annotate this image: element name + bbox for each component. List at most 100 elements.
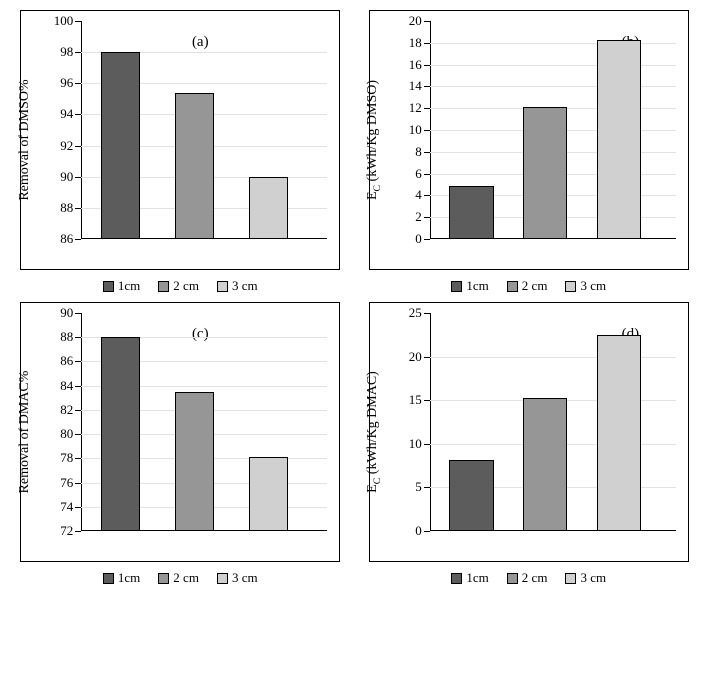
plot-area-d: (d) 0510152025 [430,313,676,531]
y-tick-label: 5 [415,479,422,495]
legend-item-3cm: 3 cm [565,570,606,586]
y-tick-label: 88 [60,329,73,345]
y-tick-label: 2 [415,209,422,225]
swatch-3cm [217,281,228,292]
legend-d: 1cm 2 cm 3 cm [451,570,606,586]
y-axis-d [430,313,431,531]
y-tick-label: 8 [415,144,422,160]
y-tick-label: 10 [409,436,422,452]
plot-area-a: (a) 86889092949698100 [81,21,327,239]
legend-item-3cm: 3 cm [217,278,258,294]
swatch-3cm [217,573,228,584]
legend-item-2cm: 2 cm [158,278,199,294]
y-tick-label: 80 [60,426,73,442]
y-tick [75,239,81,240]
y-tick-label: 90 [60,169,73,185]
bar-2cm [175,392,214,531]
y-axis-label-d: EC (kWh/Kg DMAC) [365,310,383,432]
legend-item-2cm: 2 cm [158,570,199,586]
y-tick [75,337,81,338]
legend-text: 1cm [466,570,488,586]
swatch-1cm [103,573,114,584]
legend-b: 1cm 2 cm 3 cm [451,278,606,294]
y-tick [424,86,430,87]
y-tick-label: 18 [409,35,422,51]
legend-text: 1cm [118,570,140,586]
y-axis-label-b: EC (kWh/Kg DMSO) [365,20,383,140]
legend-item-1cm: 1cm [103,570,140,586]
y-tick-label: 98 [60,44,73,60]
bar-3cm [249,457,288,531]
y-tick-label: 88 [60,200,73,216]
legend-text: 1cm [118,278,140,294]
bar-1cm [449,460,493,531]
figure-grid: Removal of DMSO% (a) 86889092949698100 1… [10,10,699,586]
y-tick [75,114,81,115]
legend-text: 1cm [466,278,488,294]
panel-d: EC (kWh/Kg DMAC) (d) 0510152025 1cm 2 cm… [359,302,700,586]
panel-label-a: (a) [192,34,209,51]
y-tick-label: 90 [60,305,73,321]
legend-item-3cm: 3 cm [565,278,606,294]
y-tick-label: 0 [415,523,422,539]
y-tick-label: 76 [60,475,73,491]
bar-3cm [597,40,641,239]
legend-item-3cm: 3 cm [217,570,258,586]
y-tick-label: 6 [415,166,422,182]
y-tick [75,83,81,84]
bar-2cm [523,107,567,239]
y-tick [75,21,81,22]
y-tick-label: 78 [60,450,73,466]
y-tick [424,444,430,445]
y-tick [75,52,81,53]
y-tick [424,239,430,240]
y-tick [75,146,81,147]
bar-3cm [249,177,288,239]
bar-3cm [597,335,641,531]
y-tick [75,177,81,178]
y-tick [424,531,430,532]
y-tick [424,65,430,66]
y-tick [75,507,81,508]
y-axis-label-a: Removal of DMSO% [17,19,33,140]
y-tick-label: 25 [409,305,422,321]
chart-d-box: EC (kWh/Kg DMAC) (d) 0510152025 [369,302,689,562]
swatch-1cm [451,281,462,292]
y-tick-label: 92 [60,138,73,154]
panel-c: Removal of DMAC% (c) 7274767880828486889… [10,302,351,586]
y-tick [424,21,430,22]
legend-text: 2 cm [173,570,199,586]
y-tick-label: 84 [60,378,73,394]
y-tick [75,410,81,411]
y-tick [75,361,81,362]
swatch-2cm [158,573,169,584]
panel-b: EC (kWh/Kg DMSO) (b) 02468101214161820 1… [359,10,700,294]
swatch-3cm [565,281,576,292]
chart-c-box: Removal of DMAC% (c) 7274767880828486889… [20,302,340,562]
y-tick-label: 82 [60,402,73,418]
legend-text: 2 cm [173,278,199,294]
y-tick-label: 86 [60,231,73,247]
legend-item-2cm: 2 cm [507,570,548,586]
y-tick [75,458,81,459]
legend-item-1cm: 1cm [451,278,488,294]
y-tick-label: 94 [60,106,73,122]
y-tick-label: 16 [409,57,422,73]
panel-a: Removal of DMSO% (a) 86889092949698100 1… [10,10,351,294]
y-axis-a [81,21,82,239]
y-tick-label: 15 [409,392,422,408]
y-tick-label: 100 [54,13,74,29]
y-tick-label: 0 [415,231,422,247]
panel-label-c: (c) [192,326,209,343]
legend-text: 2 cm [522,570,548,586]
y-tick [424,152,430,153]
y-tick-label: 12 [409,100,422,116]
bar-2cm [175,93,214,239]
y-tick-label: 20 [409,349,422,365]
legend-item-2cm: 2 cm [507,278,548,294]
bar-1cm [449,186,493,239]
legend-text: 3 cm [232,570,258,586]
swatch-2cm [158,281,169,292]
swatch-2cm [507,281,518,292]
y-tick [424,400,430,401]
